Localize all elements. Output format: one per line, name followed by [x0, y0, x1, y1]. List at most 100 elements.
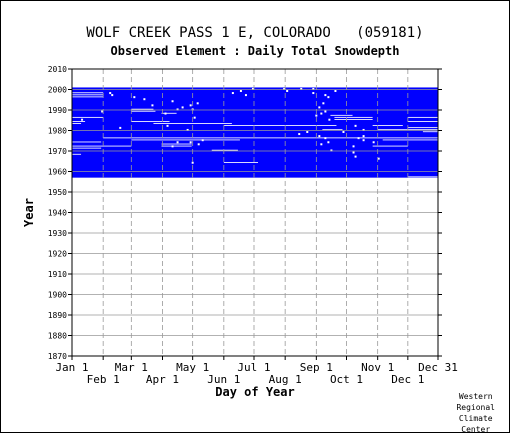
y-tick-label: 1950: [48, 188, 67, 197]
missing-gap: [407, 127, 438, 129]
missing-point: [231, 92, 234, 95]
missing-point: [176, 108, 179, 111]
missing-point: [362, 139, 365, 142]
missing-gap: [407, 121, 438, 122]
y-tick-label: 1940: [48, 209, 67, 218]
x-tick-label: Feb 1: [87, 373, 120, 386]
y-tick-label: 1910: [48, 270, 67, 279]
x-tick-label: Jul 1: [237, 361, 270, 374]
missing-point: [320, 112, 323, 115]
missing-gap: [422, 131, 438, 133]
missing-point: [327, 141, 330, 144]
missing-gap: [334, 119, 373, 120]
missing-point: [322, 102, 325, 105]
y-tick-label: 1870: [48, 352, 67, 361]
missing-point: [81, 118, 84, 121]
y-tick-label: 1890: [48, 311, 67, 320]
missing-point: [111, 94, 114, 97]
missing-gap: [330, 114, 353, 116]
missing-point: [151, 104, 154, 107]
missing-point: [318, 135, 321, 138]
credit-line: Climate: [458, 414, 493, 423]
missing-point: [196, 102, 199, 105]
missing-gap: [372, 145, 408, 147]
missing-gap: [72, 96, 104, 98]
missing-point: [193, 116, 196, 119]
x-tick-label: Nov 1: [361, 361, 394, 374]
missing-gap: [103, 137, 439, 139]
missing-point: [171, 145, 174, 148]
missing-point: [377, 157, 380, 160]
data-band: [72, 87, 438, 178]
missing-point: [352, 145, 355, 148]
missing-point: [318, 106, 321, 109]
wrcc-credit: Western Regional Climate Center: [456, 391, 495, 435]
y-tick-label: 1990: [48, 106, 67, 115]
missing-gap: [131, 139, 240, 141]
missing-gap: [153, 123, 232, 124]
missing-point: [320, 143, 323, 146]
missing-gap: [72, 153, 82, 155]
missing-point: [324, 137, 327, 140]
missing-gap: [382, 139, 438, 141]
y-tick-label: 1880: [48, 332, 67, 341]
chart-title: WOLF CREEK PASS 1 E, COLORADO (059181): [86, 25, 424, 41]
missing-gap: [161, 112, 177, 114]
x-tick-label: Dec 1: [391, 373, 424, 386]
missing-point: [186, 128, 189, 131]
missing-gap: [223, 125, 337, 126]
missing-point: [201, 139, 204, 142]
missing-point: [176, 141, 179, 144]
missing-point: [306, 131, 309, 133]
missing-gap: [72, 121, 86, 122]
missing-point: [298, 133, 301, 136]
y-axis-label: Year: [22, 198, 36, 227]
missing-point: [324, 110, 327, 113]
missing-gap: [161, 143, 192, 145]
data-layer: [72, 87, 439, 178]
missing-point: [191, 161, 194, 164]
missing-point: [315, 114, 318, 117]
x-tick-label: Jan 1: [55, 361, 88, 374]
missing-point: [171, 100, 174, 103]
missing-point: [143, 98, 146, 101]
missing-gap: [211, 149, 238, 151]
missing-gap: [72, 147, 102, 149]
missing-point: [239, 90, 242, 92]
missing-point: [352, 151, 355, 154]
missing-point: [362, 135, 365, 138]
missing-point: [244, 94, 247, 97]
y-tick-label: 1900: [48, 291, 67, 300]
x-tick-label: Jun 1: [207, 373, 240, 386]
missing-point: [181, 106, 184, 109]
missing-gap: [372, 125, 403, 126]
missing-gap: [72, 92, 104, 94]
missing-gap: [161, 145, 192, 147]
credit-line: Regional: [456, 403, 495, 412]
missing-point: [197, 143, 200, 146]
y-tick-label: 1980: [48, 127, 67, 136]
missing-point: [133, 96, 136, 99]
grid-layer: [72, 69, 438, 356]
missing-point: [109, 92, 112, 95]
missing-point: [101, 110, 104, 113]
x-tick-label: May 1: [176, 361, 209, 374]
missing-point: [372, 141, 375, 144]
missing-point: [362, 128, 365, 131]
credit-line: Center: [461, 425, 491, 434]
y-tick-label: 1970: [48, 147, 67, 156]
x-tick-label: Dec 31: [418, 361, 458, 374]
x-tick-label: Aug 1: [269, 373, 302, 386]
missing-gap: [334, 116, 373, 118]
missing-gap: [72, 123, 82, 124]
missing-gap: [322, 129, 343, 131]
missing-point: [166, 124, 169, 127]
missing-gap: [131, 121, 170, 122]
missing-gap: [131, 108, 154, 110]
missing-point: [119, 126, 122, 129]
missing-gap: [407, 116, 438, 118]
missing-point: [330, 149, 333, 152]
missing-gap: [72, 145, 132, 147]
y-tick-label: 1930: [48, 229, 67, 238]
